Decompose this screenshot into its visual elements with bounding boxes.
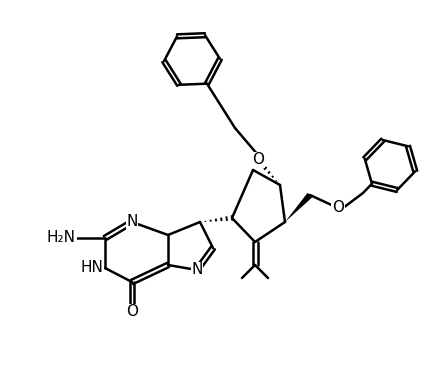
Text: HN: HN: [80, 260, 103, 275]
Text: H₂N: H₂N: [47, 230, 76, 246]
Text: O: O: [332, 201, 344, 215]
Polygon shape: [285, 193, 312, 222]
Text: N: N: [126, 215, 138, 229]
Text: N: N: [191, 263, 203, 277]
Text: O: O: [126, 305, 138, 319]
Text: O: O: [252, 152, 264, 168]
